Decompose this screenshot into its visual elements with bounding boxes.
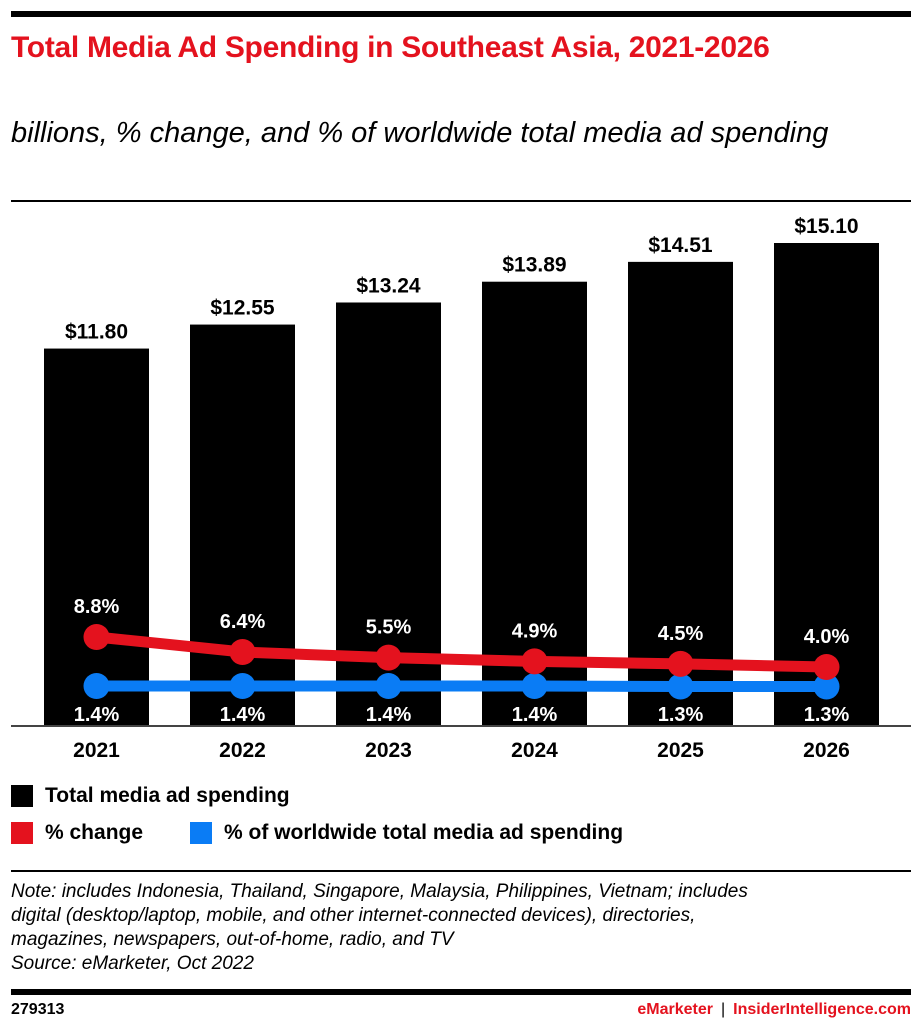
bar-label-2022: $12.55 (210, 297, 275, 320)
share-label-2026: 1.3% (804, 704, 850, 726)
chart-subtitle: billions, % change, and % of worldwide t… (11, 117, 829, 149)
change-label-2021: 8.8% (74, 596, 120, 618)
share-label-2022: 1.4% (220, 704, 266, 726)
legend-swatch-red (11, 822, 33, 844)
share-point-2021 (83, 673, 110, 699)
legend-item-total: Total media ad spending (11, 784, 290, 808)
bar-2025 (628, 261, 733, 726)
bar-2021 (44, 348, 149, 726)
legend-item-change: % change (11, 821, 143, 845)
change-point-2024 (521, 648, 548, 675)
bar-label-2024: $13.89 (502, 254, 566, 277)
x-tick-label-2021: 2021 (73, 739, 120, 762)
legend-label-change: % change (45, 821, 144, 844)
chart-area: $11.80 2021 $12.55 2022 $13.24 2023 $13.89 2024… (11, 215, 911, 762)
legend-swatch-black (11, 785, 33, 807)
share-label-2024: 1.4% (512, 704, 558, 726)
share-point-2022 (229, 673, 256, 699)
bar-2026 (774, 243, 879, 726)
change-point-2025 (667, 650, 694, 677)
note-block: Note: includes Indonesia, Thailand, Sing… (11, 880, 911, 976)
change-point-2021 (83, 624, 110, 650)
legend-swatch-blue (190, 822, 212, 844)
share-point-2024 (521, 673, 548, 699)
brand-insider-intelligence[interactable]: InsiderIntelligence.com (733, 1001, 911, 1018)
subtitle-rule (11, 200, 911, 202)
share-label-2025: 1.3% (658, 704, 704, 726)
change-point-2022 (229, 639, 256, 665)
legend-label-share: % of worldwide total media ad spending (224, 821, 624, 844)
note-line: magazines, newspapers, out-of-home, radi… (11, 929, 454, 950)
note-rule (11, 870, 911, 872)
change-label-2023: 5.5% (366, 617, 412, 639)
change-label-2024: 4.9% (512, 620, 558, 642)
share-point-2026 (813, 673, 840, 700)
change-label-2025: 4.5% (658, 623, 704, 645)
change-label-2022: 6.4% (220, 611, 266, 633)
chart-id: 279313 (11, 1001, 65, 1018)
brand-emarketer: eMarketer (637, 1001, 714, 1018)
share-point-2023 (375, 673, 402, 699)
note-line: digital (desktop/laptop, mobile, and oth… (11, 905, 696, 926)
footer-brand: eMarketer | InsiderIntelligence.com (637, 1001, 911, 1019)
change-line (95, 631, 827, 673)
top-rule (11, 11, 911, 17)
labels-group: $11.80 2021 $12.55 2022 $13.24 2023 $13.89 2024… (65, 215, 859, 762)
chart-title: Total Media Ad Spending in Southeast Asi… (11, 31, 770, 64)
x-tick-label-2026: 2026 (803, 739, 850, 762)
x-tick-label-2024: 2024 (511, 739, 558, 762)
share-label-2023: 1.4% (366, 704, 412, 726)
bar-label-2025: $14.51 (648, 234, 713, 257)
lines-group (83, 624, 840, 700)
share-point-2025 (667, 673, 694, 700)
legend-label-total: Total media ad spending (45, 784, 290, 807)
bottom-rule (11, 989, 911, 995)
bar-label-2023: $13.24 (356, 274, 421, 297)
bars-group (44, 243, 879, 726)
brand-separator: | (721, 1001, 726, 1018)
x-tick-label-2025: 2025 (657, 739, 704, 762)
x-tick-label-2022: 2022 (219, 739, 266, 762)
source-line: Source: eMarketer, Oct 2022 (11, 953, 254, 974)
bar-2022 (190, 324, 295, 726)
bar-label-2026: $15.10 (794, 215, 858, 238)
legend-item-share: % of worldwide total media ad spending (190, 821, 623, 845)
change-point-2023 (375, 644, 402, 671)
x-tick-label-2023: 2023 (365, 739, 412, 762)
share-label-2021: 1.4% (74, 704, 120, 726)
bar-label-2021: $11.80 (65, 321, 128, 344)
change-label-2026: 4.0% (804, 626, 850, 648)
share-line (96, 680, 827, 692)
note-line: Note: includes Indonesia, Thailand, Sing… (11, 881, 748, 902)
change-point-2026 (813, 654, 840, 680)
